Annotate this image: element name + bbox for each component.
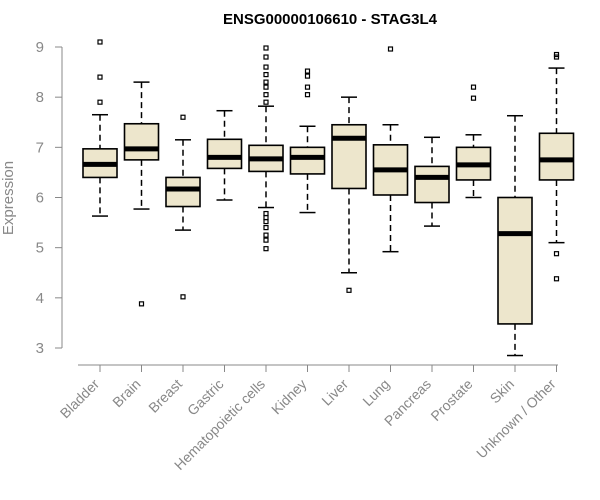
box-group [497,114,533,357]
y-axis-label: Expression [0,161,17,235]
outlier-point [470,95,477,101]
box-group [372,46,409,253]
box-group [165,114,201,300]
outlier-point [263,71,269,78]
outlier-point [263,218,269,225]
outlier-point [553,276,560,282]
outlier-point [553,51,560,58]
box-group [331,96,367,293]
x-tick-label: Unknown / Other [473,376,559,462]
outlier-point [553,251,560,257]
outlier-point [263,210,269,217]
box-iqr [123,122,160,161]
y-ticks: 3 4 5 6 7 8 9 [36,39,62,357]
outlier-point [346,287,352,293]
outlier-point [263,45,269,51]
box-group [206,109,243,201]
outlier-point [263,225,269,231]
outlier-point [304,73,311,79]
x-tick-label: Skin [487,376,518,407]
box-iqr [206,138,243,170]
outlier-point [180,114,186,120]
box-iqr [331,123,367,190]
x-tick-label: Bladder [57,376,103,422]
x-tick-label: Prostate [427,376,475,424]
y-tick-label: 6 [36,190,44,207]
outlier-point [263,232,269,238]
outlier-point [470,84,477,90]
boxes [82,39,575,357]
y-tick-label: 7 [36,139,44,156]
outlier-point [263,246,269,252]
outlier-point [263,92,269,98]
outlier-point [387,46,394,52]
box-iqr [414,165,450,204]
y-tick-label: 9 [36,39,44,56]
x-tick-label: Kidney [268,376,310,418]
box-iqr [497,196,533,325]
y-tick-label: 4 [36,290,44,307]
outlier-point [263,54,269,60]
box-group [538,51,575,282]
box-group [82,39,118,217]
box-group [455,84,492,199]
x-tick-label: Breast [145,376,185,416]
outlier-point [304,84,311,90]
x-tick-label: Brain [109,376,143,410]
outlier-point [263,99,269,105]
outlier-point [97,99,103,105]
outlier-point [180,294,186,300]
outlier-point [263,84,269,90]
outlier-point [304,92,311,98]
outlier-point [263,237,269,243]
y-tick-label: 5 [36,240,44,257]
box-iqr [289,146,326,175]
outlier-point [97,39,103,45]
box-group [123,81,160,307]
x-tick-label: Lung [359,376,392,409]
outlier-point [304,68,311,74]
box-group [414,136,450,227]
x-tick-label: Liver [318,376,351,409]
box-group [248,45,284,252]
outlier-point [263,214,269,221]
box-group [289,68,326,214]
y-tick-label: 8 [36,89,44,106]
chart-title: ENSG00000106610 - STAG3L4 [223,11,438,28]
outlier-point [263,64,269,70]
box-iqr [165,176,201,208]
outlier-point [138,301,145,307]
outlier-point [263,79,269,85]
y-tick-label: 3 [36,340,44,357]
box-iqr [538,132,575,181]
outlier-point [97,74,103,80]
